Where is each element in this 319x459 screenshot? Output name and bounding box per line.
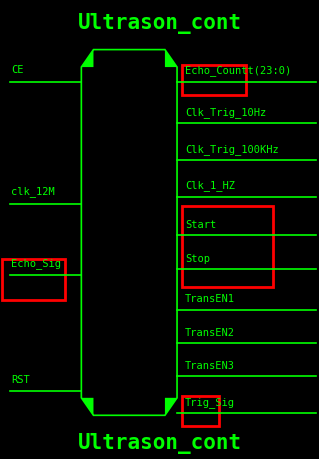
Bar: [182, 66, 246, 95]
Bar: [2, 259, 65, 301]
Text: Stop: Stop: [185, 253, 210, 263]
Polygon shape: [81, 398, 93, 415]
Polygon shape: [81, 50, 93, 68]
Text: RST: RST: [11, 374, 30, 384]
Text: clk_12M: clk_12M: [11, 186, 55, 197]
Text: Trig_Sig: Trig_Sig: [185, 396, 235, 407]
Text: CE: CE: [11, 65, 24, 75]
Bar: [182, 396, 219, 426]
Text: Echo_Countt(23:0): Echo_Countt(23:0): [185, 65, 291, 76]
Text: Clk_Trig_100KHz: Clk_Trig_100KHz: [185, 143, 279, 154]
Text: Start: Start: [185, 219, 216, 229]
Text: TransEN3: TransEN3: [185, 360, 235, 370]
Text: TransEN2: TransEN2: [185, 327, 235, 337]
Polygon shape: [165, 50, 177, 68]
Text: TransEN1: TransEN1: [185, 293, 235, 303]
Text: Clk_Trig_10Hz: Clk_Trig_10Hz: [185, 106, 266, 118]
Text: Echo_Sig: Echo_Sig: [11, 257, 61, 268]
Text: Ultrason_cont: Ultrason_cont: [78, 12, 241, 34]
Text: Clk_1_HZ: Clk_1_HZ: [185, 180, 235, 191]
Text: Ultrason_cont: Ultrason_cont: [78, 432, 241, 453]
Bar: [182, 207, 273, 288]
Polygon shape: [165, 398, 177, 415]
